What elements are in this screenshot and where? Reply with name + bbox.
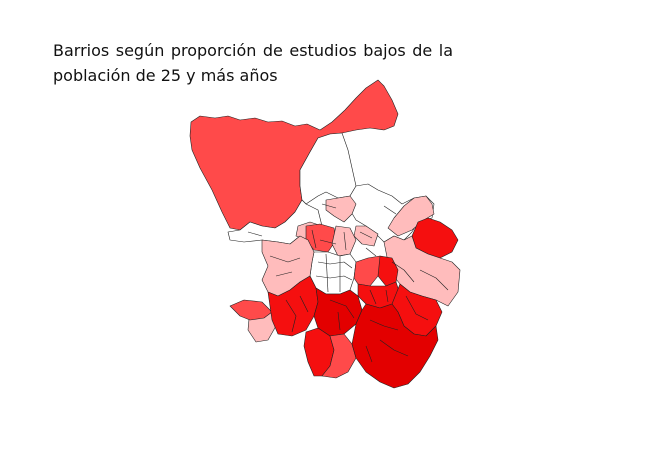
map-title: Barrios según proporción de estudios baj…	[53, 38, 453, 88]
region-latina-red	[229, 299, 273, 321]
barrio-boundaries	[247, 203, 449, 363]
map-title-line-1: Barrios según proporción de estudios baj…	[53, 41, 453, 60]
region-north-white	[299, 132, 357, 205]
region-north-pink-a	[325, 195, 357, 223]
map-title-line-2: población de 25 y más años	[53, 66, 278, 85]
region-vallecas	[351, 303, 439, 389]
region-chamartin-pink	[331, 225, 357, 257]
region-villaverde-mid	[321, 333, 357, 379]
region-center-white	[309, 251, 357, 295]
region-east-red-b	[353, 255, 381, 287]
